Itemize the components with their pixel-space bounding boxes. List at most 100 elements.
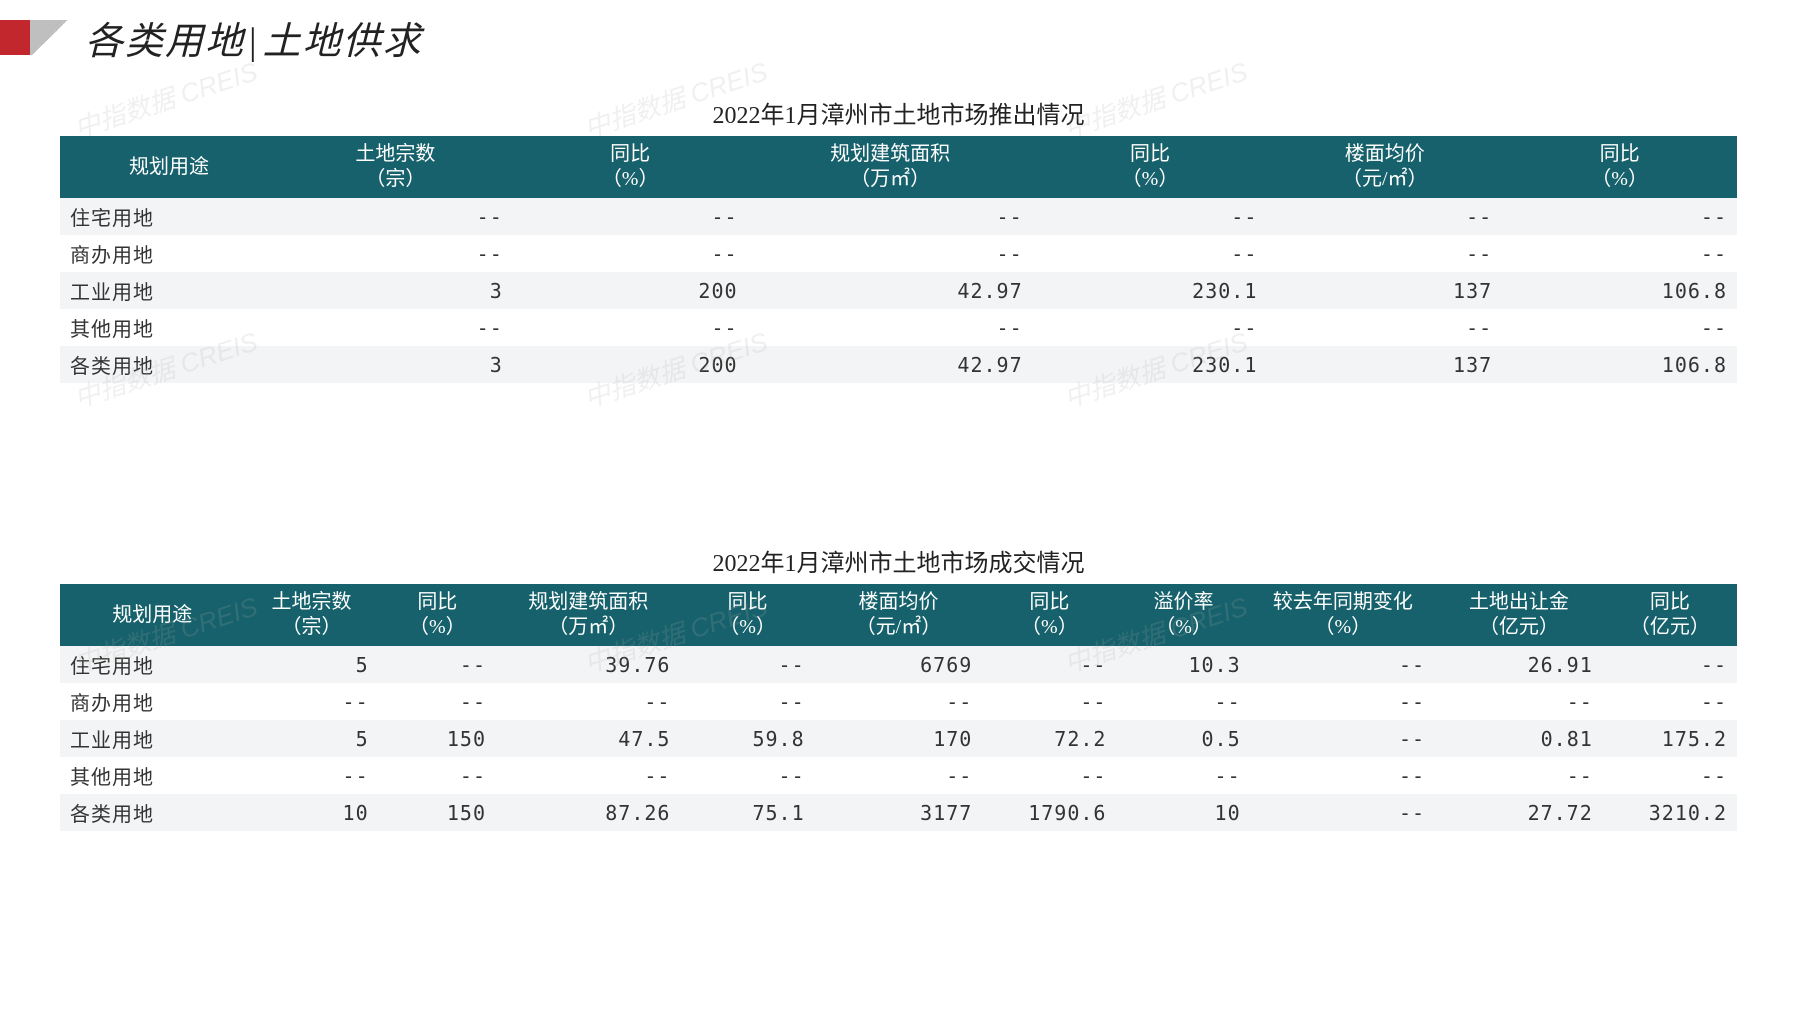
title-right: 土地供求 [263,21,423,63]
page-title: 各类用地|土地供求 [85,10,423,65]
cell-value: -- [1603,683,1737,720]
cell-value: 106.8 [1502,272,1737,309]
table-row: 商办用地------------ [60,235,1737,272]
cell-value: 200 [513,346,748,383]
table2-caption: 2022年1月漳州市土地市场成交情况 [60,543,1737,578]
row-label: 商办用地 [60,235,278,272]
table2-section: 2022年1月漳州市土地市场成交情况 规划用途土地宗数（宗）同比（%）规划建筑面… [60,543,1737,831]
cell-value: -- [1502,235,1737,272]
cell-value: -- [1603,757,1737,794]
row-label: 其他用地 [60,309,278,346]
table-row: 其他用地-------------------- [60,757,1737,794]
table1-section: 2022年1月漳州市土地市场推出情况 规划用途土地宗数（宗）同比（%）规划建筑面… [60,95,1737,383]
column-header: 同比（%） [379,584,496,646]
content-area: 2022年1月漳州市土地市场推出情况 规划用途土地宗数（宗）同比（%）规划建筑面… [0,65,1797,831]
cell-value: 10 [1116,794,1250,831]
table1-header-row: 规划用途土地宗数（宗）同比（%）规划建筑面积（万㎡）同比（%）楼面均价（元/㎡）… [60,136,1737,198]
cell-value: 200 [513,272,748,309]
cell-value: -- [278,309,513,346]
column-header: 较去年同期变化（%） [1251,584,1435,646]
cell-value: -- [244,683,378,720]
column-header: 土地宗数（宗） [244,584,378,646]
cell-value: -- [1251,720,1435,757]
table-row: 商办用地-------------------- [60,683,1737,720]
row-label: 其他用地 [60,757,244,794]
cell-value: -- [496,683,680,720]
cell-value: 3210.2 [1603,794,1737,831]
cell-value: -- [1502,198,1737,235]
cell-value: -- [513,198,748,235]
title-left: 各类用地 [85,21,245,63]
cell-value: 87.26 [496,794,680,831]
cell-value: -- [815,683,983,720]
cell-value: 0.81 [1435,720,1603,757]
cell-value: -- [496,757,680,794]
cell-value: -- [1033,309,1268,346]
cell-value: -- [379,646,496,683]
cell-value: -- [1267,235,1502,272]
cell-value: -- [1251,757,1435,794]
cell-value: 27.72 [1435,794,1603,831]
row-label: 住宅用地 [60,646,244,683]
table-row: 住宅用地5--39.76--6769--10.3--26.91-- [60,646,1737,683]
cell-value: -- [1267,198,1502,235]
column-header: 规划用途 [60,136,278,198]
cell-value: -- [680,683,814,720]
column-header: 楼面均价（元/㎡） [815,584,983,646]
cell-value: 10 [244,794,378,831]
cell-value: 3 [278,346,513,383]
table-row: 工业用地320042.97230.1137106.8 [60,272,1737,309]
row-label: 各类用地 [60,794,244,831]
cell-value: 1790.6 [982,794,1116,831]
cell-value: -- [1251,683,1435,720]
cell-value: -- [680,757,814,794]
cell-value: 47.5 [496,720,680,757]
row-label: 各类用地 [60,346,278,383]
logo-icon [0,20,70,55]
cell-value: 72.2 [982,720,1116,757]
table-row: 各类用地1015087.2675.131771790.610--27.72321… [60,794,1737,831]
table-row: 其他用地------------ [60,309,1737,346]
cell-value: -- [982,646,1116,683]
row-label: 住宅用地 [60,198,278,235]
cell-value: 59.8 [680,720,814,757]
cell-value: 3 [278,272,513,309]
cell-value: -- [1603,646,1737,683]
cell-value: 5 [244,720,378,757]
column-header: 规划建筑面积（万㎡） [496,584,680,646]
row-label: 商办用地 [60,683,244,720]
column-header: 同比（%） [1502,136,1737,198]
cell-value: -- [1033,198,1268,235]
cell-value: -- [1502,309,1737,346]
cell-value: 175.2 [1603,720,1737,757]
column-header: 溢价率（%） [1116,584,1250,646]
table-row: 住宅用地------------ [60,198,1737,235]
cell-value: 3177 [815,794,983,831]
cell-value: 170 [815,720,983,757]
cell-value: -- [1267,309,1502,346]
table-row: 工业用地515047.559.817072.20.5--0.81175.2 [60,720,1737,757]
cell-value: -- [513,235,748,272]
cell-value: 0.5 [1116,720,1250,757]
column-header: 土地宗数（宗） [278,136,513,198]
column-header: 楼面均价（元/㎡） [1267,136,1502,198]
cell-value: -- [748,235,1033,272]
column-header: 同比（%） [1033,136,1268,198]
cell-value: -- [748,198,1033,235]
cell-value: 5 [244,646,378,683]
cell-value: -- [379,683,496,720]
table1-caption: 2022年1月漳州市土地市场推出情况 [60,95,1737,130]
title-separator: | [249,21,259,63]
cell-value: -- [278,198,513,235]
cell-value: 10.3 [1116,646,1250,683]
cell-value: -- [815,757,983,794]
cell-value: 150 [379,794,496,831]
cell-value: 42.97 [748,346,1033,383]
page-header: 各类用地|土地供求 [0,0,1797,65]
cell-value: -- [1251,794,1435,831]
cell-value: -- [513,309,748,346]
cell-value: 137 [1267,346,1502,383]
column-header: 规划用途 [60,584,244,646]
table-row: 各类用地320042.97230.1137106.8 [60,346,1737,383]
table1: 规划用途土地宗数（宗）同比（%）规划建筑面积（万㎡）同比（%）楼面均价（元/㎡）… [60,136,1737,383]
